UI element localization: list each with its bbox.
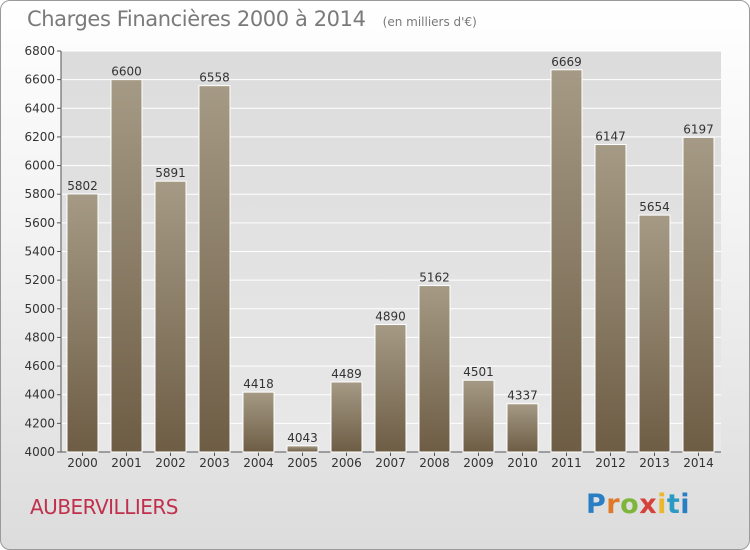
- proxiti-logo[interactable]: Proxiti: [586, 489, 690, 520]
- data-label: 5891: [155, 166, 186, 180]
- data-label: 6147: [595, 130, 626, 144]
- x-tick-label: 2013: [639, 456, 670, 470]
- data-label: 4337: [507, 389, 538, 403]
- bar: [110, 79, 143, 453]
- y-tick-label: 6400: [24, 101, 55, 115]
- data-label: 6669: [551, 55, 582, 69]
- bar: [506, 403, 539, 453]
- y-tick-label: 4600: [24, 359, 55, 373]
- logo-letter: i: [680, 489, 691, 520]
- bar: [462, 379, 495, 453]
- data-label: 5802: [67, 179, 98, 193]
- x-tick-label: 2007: [375, 456, 406, 470]
- y-tick-label: 5400: [24, 245, 55, 259]
- bar: [330, 381, 363, 453]
- x-tick-label: 2011: [551, 456, 582, 470]
- bar: [418, 285, 451, 453]
- bar: [550, 69, 583, 453]
- y-tick-label: 4400: [24, 388, 55, 402]
- data-label: 4418: [243, 377, 274, 391]
- data-label: 6558: [199, 71, 230, 85]
- city-name: AUBERVILLIERS: [30, 495, 178, 519]
- bar: [638, 214, 671, 453]
- logo-letter: r: [606, 489, 621, 520]
- x-tick-label: 2000: [67, 456, 98, 470]
- y-tick-label: 4800: [24, 330, 55, 344]
- y-tick-label: 5800: [24, 187, 55, 201]
- y-tick-label: 6000: [24, 159, 55, 173]
- x-tick-label: 2003: [199, 456, 230, 470]
- x-tick-label: 2004: [243, 456, 274, 470]
- y-tick-label: 6800: [24, 44, 55, 58]
- x-tick-label: 2009: [463, 456, 494, 470]
- chart-title-block: Charges Financières 2000 à 2014 (en mill…: [27, 7, 477, 31]
- x-tick-label: 2014: [683, 456, 714, 470]
- bar: [154, 180, 187, 453]
- y-tick-label: 5200: [24, 273, 55, 287]
- bar: [198, 85, 231, 453]
- bar: [66, 193, 99, 453]
- x-tick-label: 2010: [507, 456, 538, 470]
- y-tick-label: 5000: [24, 302, 55, 316]
- data-label: 4043: [287, 431, 318, 445]
- y-tick-label: 5600: [24, 216, 55, 230]
- data-label: 4890: [375, 310, 406, 324]
- logo-letter: o: [620, 489, 640, 520]
- y-tick-label: 4200: [24, 416, 55, 430]
- data-label: 5654: [639, 200, 670, 214]
- data-label: 5162: [419, 271, 450, 285]
- logo-letter: P: [586, 489, 607, 520]
- data-label: 6600: [111, 65, 142, 79]
- x-tick-label: 2012: [595, 456, 626, 470]
- x-tick-label: 2006: [331, 456, 362, 470]
- x-tick-label: 2001: [111, 456, 142, 470]
- bar: [374, 324, 407, 453]
- bar: [682, 136, 715, 453]
- data-label: 4489: [331, 367, 362, 381]
- bar: [286, 445, 319, 453]
- logo-letter: t: [666, 489, 681, 520]
- logo-letter: i: [657, 489, 667, 520]
- y-tick-label: 6200: [24, 130, 55, 144]
- y-tick-label: 6600: [24, 73, 55, 87]
- data-label: 6197: [683, 122, 714, 136]
- logo-letter: x: [639, 489, 658, 520]
- chart-title: Charges Financières 2000 à 2014: [27, 7, 366, 31]
- bar: [594, 144, 627, 453]
- x-tick-label: 2005: [287, 456, 318, 470]
- x-tick-label: 2002: [155, 456, 186, 470]
- y-tick-label: 4000: [24, 445, 55, 459]
- data-label: 4501: [463, 365, 494, 379]
- bar: [242, 391, 275, 453]
- unit-note: (en milliers d'€): [382, 15, 477, 29]
- x-tick-label: 2008: [419, 456, 450, 470]
